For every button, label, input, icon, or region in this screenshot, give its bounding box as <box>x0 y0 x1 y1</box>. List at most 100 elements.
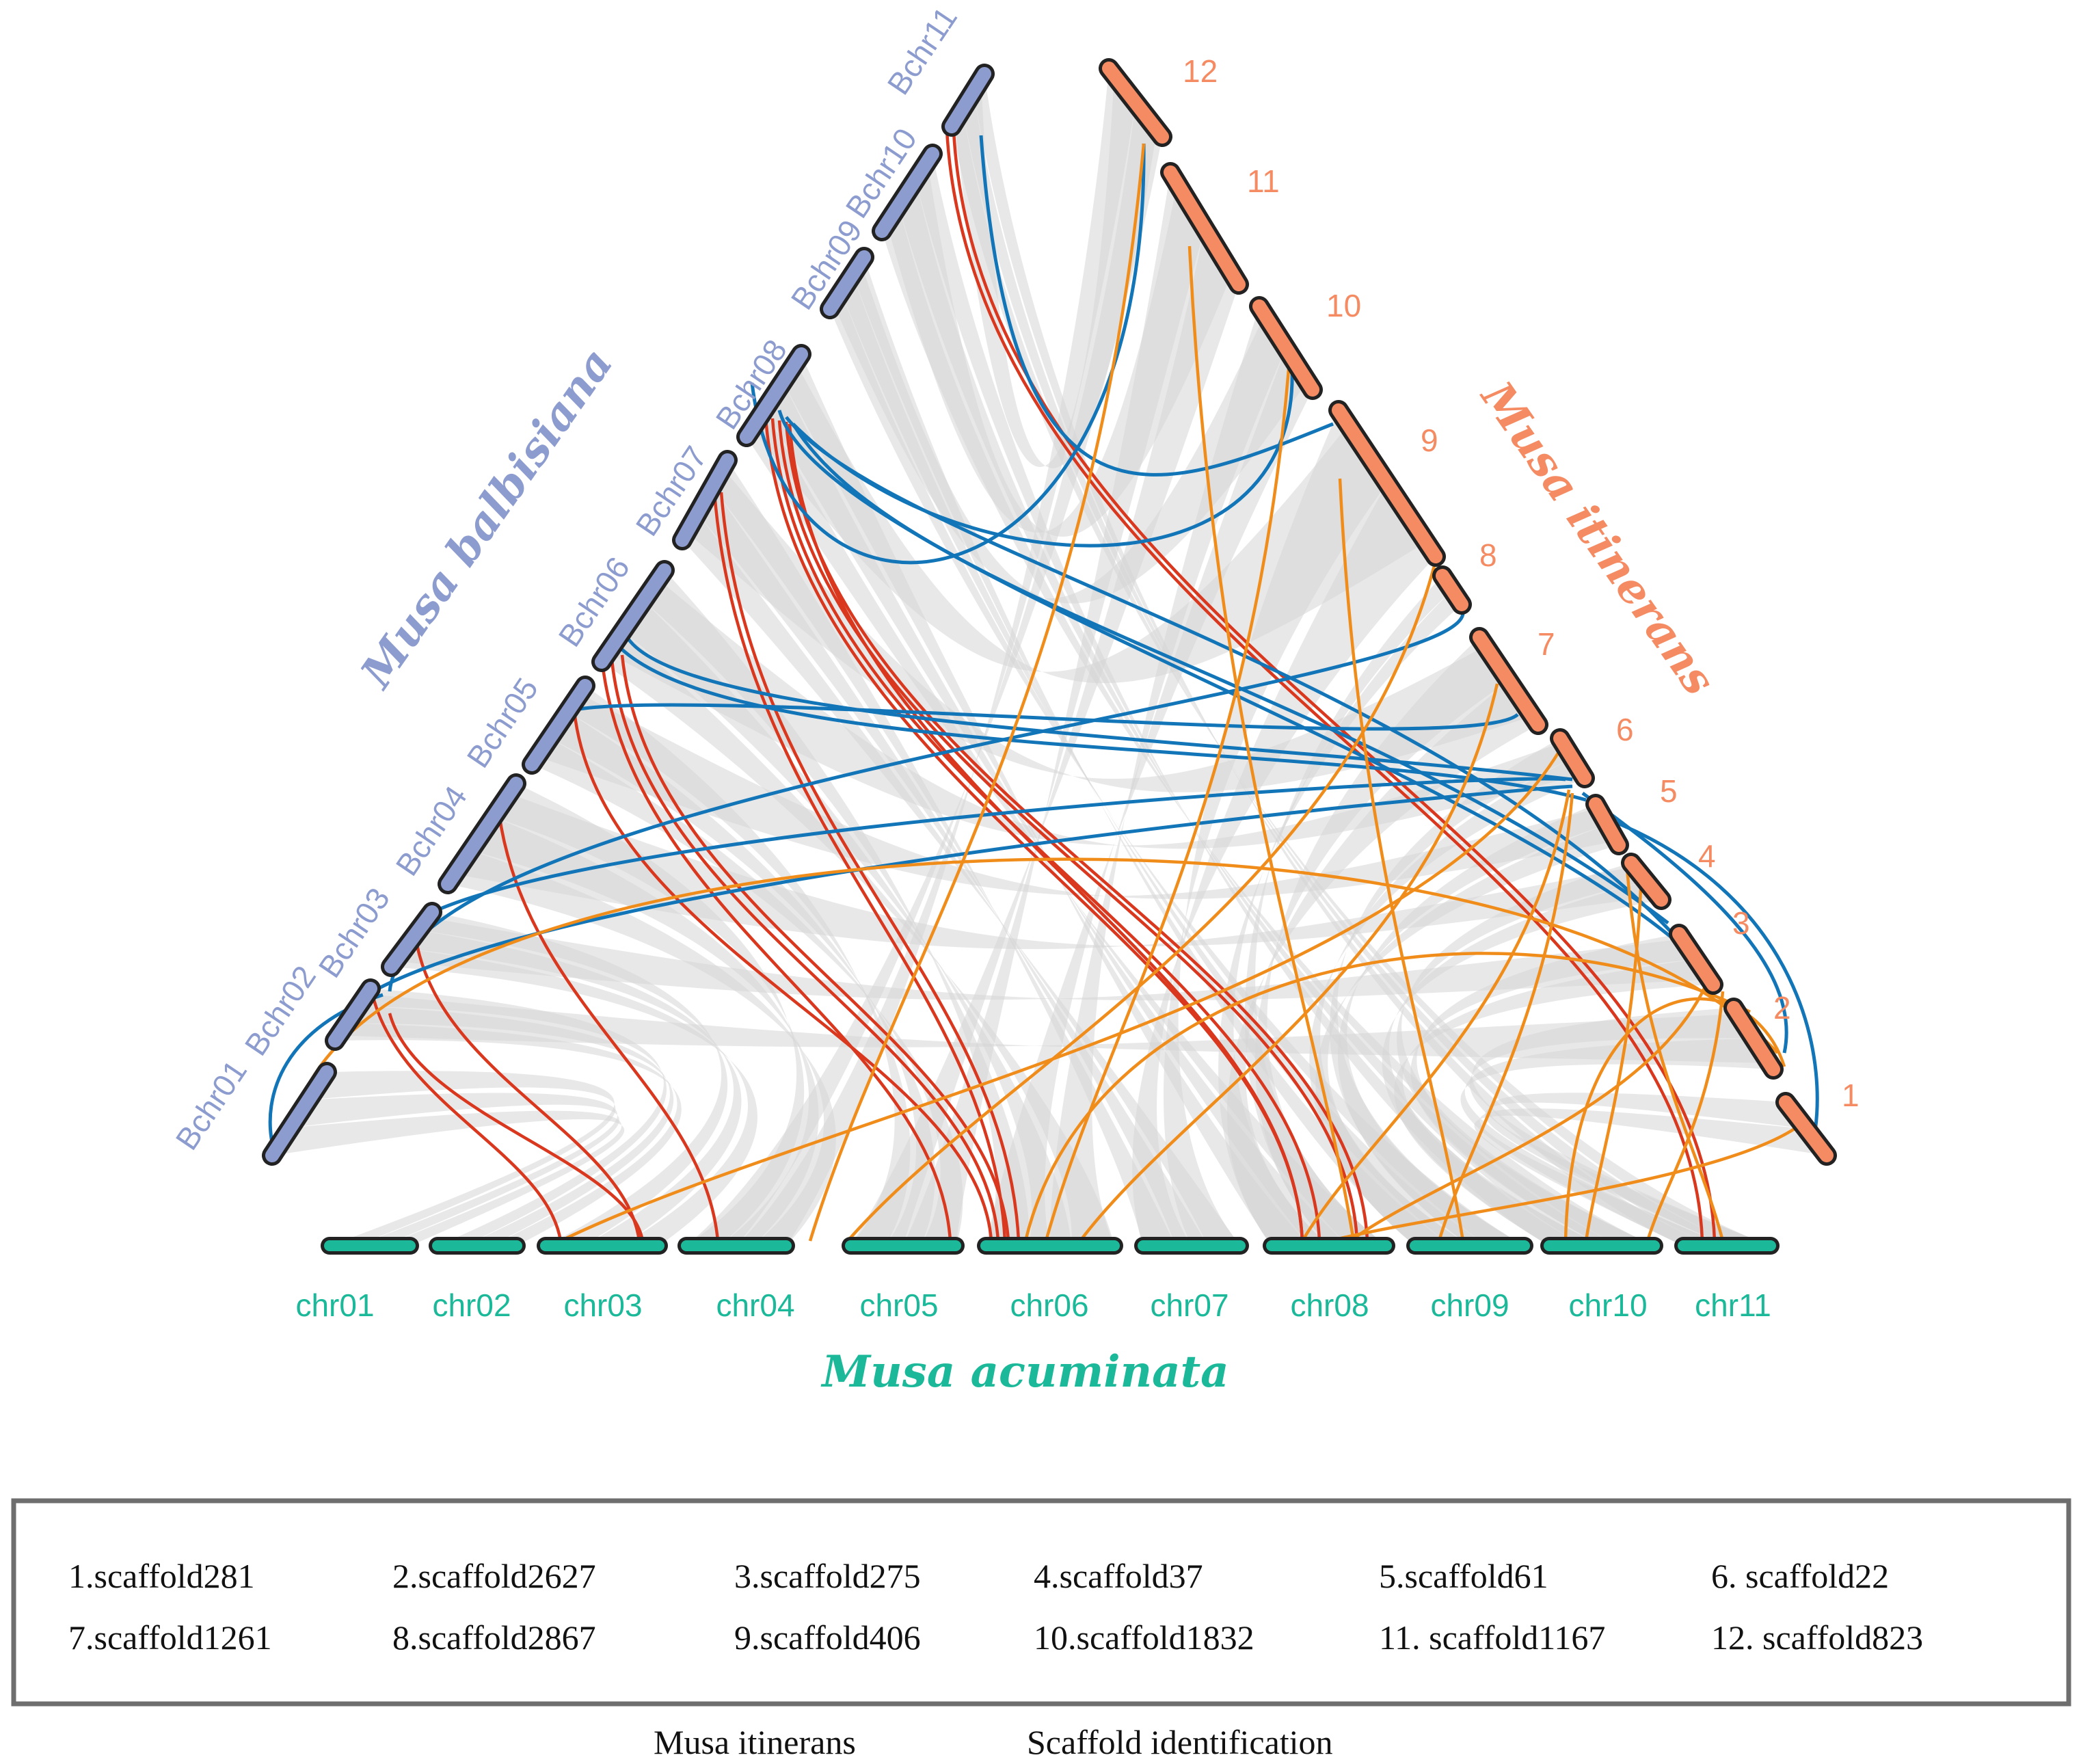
background-ribbon <box>833 262 1308 604</box>
scaffold-bar-11 <box>1164 165 1246 291</box>
background-ribbon <box>537 693 1617 899</box>
chromosome-bar-Bchr02 <box>328 982 377 1047</box>
synteny-link <box>388 1013 645 1242</box>
synteny-link <box>1301 789 1571 1242</box>
bottom-chromosome-label: chr03 <box>563 1287 642 1323</box>
right-scaffold-label: 9 <box>1421 423 1438 458</box>
legend-box <box>11 1498 2071 1707</box>
chromosome-bar-Bchr11 <box>945 67 991 133</box>
synteny-link <box>791 423 1669 924</box>
legend-caption-species: Musa itinerans <box>654 1723 856 1761</box>
bottom-chromosome-label: chr09 <box>1430 1287 1509 1323</box>
synteny-link <box>979 135 1334 477</box>
synteny-link <box>388 611 1465 992</box>
synteny-link <box>1646 991 1725 1242</box>
synteny-link <box>415 944 641 1242</box>
synteny-link <box>1023 952 1751 1242</box>
chromosome-bar-Bchr08 <box>740 347 808 444</box>
synteny-link <box>1437 792 1574 1242</box>
scaffold-legend: 1.scaffold281 2.scaffold2627 3.scaffold275… <box>68 1557 1923 1657</box>
synteny-link <box>600 656 952 1242</box>
background-synteny-links <box>272 68 1827 1246</box>
right-scaffold-label: 3 <box>1732 905 1750 941</box>
legend-item: 1.scaffold281 <box>68 1557 255 1595</box>
background-ribbon <box>395 918 1710 1001</box>
left-chromosome-label: Bchr11 <box>880 1 964 101</box>
synteny-link <box>785 416 1683 945</box>
chromosome-bars <box>262 58 1837 1255</box>
legend-item: 8.scaffold2867 <box>392 1618 596 1657</box>
synteny-link <box>750 143 1146 565</box>
background-ribbon <box>752 362 1426 684</box>
scaffold-bar-6 <box>1553 732 1592 785</box>
chromosome-bar-Bchr05 <box>525 679 592 771</box>
left-chromosome-label: Bchr01 <box>168 1054 254 1156</box>
scaffold-bar-9 <box>1332 403 1442 563</box>
scaffold-bar-2 <box>1727 1001 1780 1076</box>
right-scaffold-label: 2 <box>1773 990 1791 1026</box>
chromosome-bar-Bchr06 <box>595 563 671 669</box>
chromosome-bar-Bchr07 <box>675 453 734 547</box>
background-ribbon <box>986 348 1313 1246</box>
bottom-chromosome-label: chr01 <box>295 1287 374 1323</box>
synteny-link <box>354 784 1573 1004</box>
background-ribbon <box>1218 590 1462 1246</box>
scaffold-bar-7 <box>1473 630 1545 732</box>
bottom-chromosome-label: chr11 <box>1695 1287 1771 1323</box>
chromosome-bar-Bchr01 <box>265 1065 334 1162</box>
right-scaffold-label: 8 <box>1479 537 1497 573</box>
legend-item: 7.scaffold1261 <box>68 1618 272 1657</box>
legend-item: 11. scaffold1167 <box>1379 1618 1605 1657</box>
synteny-link <box>1581 791 1788 1054</box>
right-scaffold-label: 4 <box>1698 838 1716 874</box>
left-chromosome-label: Bchr02 <box>237 959 323 1062</box>
synteny-link <box>1625 868 1725 1242</box>
legend-item: 3.scaffold275 <box>734 1557 921 1595</box>
chromosome-bar-Bchr03 <box>384 905 439 974</box>
right-scaffold-label: 6 <box>1616 712 1634 747</box>
background-ribbon <box>1382 881 1661 1246</box>
synteny-link <box>1079 683 1499 1242</box>
background-ribbon <box>272 1110 625 1246</box>
background-ribbon <box>954 75 1157 468</box>
synteny-link <box>1563 997 1786 1242</box>
species-label-acuminata: Musa acuminata <box>820 1346 1229 1398</box>
right-scaffold-label: 10 <box>1326 288 1361 323</box>
synteny-link <box>1338 478 1465 1242</box>
bottom-chromosome-label: chr02 <box>432 1287 511 1323</box>
background-ribbon <box>1397 863 1654 1246</box>
legend-item: 9.scaffold406 <box>734 1618 921 1657</box>
legend-item: 10.scaffold1832 <box>1034 1618 1254 1657</box>
background-ribbon <box>1244 576 1452 1246</box>
synteny-link <box>497 813 720 1242</box>
background-ribbon <box>455 793 1659 950</box>
synteny-link <box>1592 812 1819 1149</box>
synteny-link <box>788 423 1304 1242</box>
synteny-link <box>1044 369 1291 1242</box>
legend-item: 5.scaffold61 <box>1379 1557 1548 1595</box>
synteny-link <box>292 857 1779 1129</box>
bottom-chromosome-label: chr07 <box>1150 1287 1229 1323</box>
synteny-link <box>846 560 1438 1242</box>
scaffold-bar-8 <box>1436 569 1468 611</box>
synteny-link <box>621 648 1587 802</box>
synteny-link <box>371 994 563 1242</box>
bottom-chromosome-label: chr05 <box>859 1287 938 1323</box>
synteny-link <box>560 751 1560 1243</box>
right-scaffold-label: 7 <box>1538 626 1555 662</box>
synteny-link <box>610 659 1000 1242</box>
legend-item: 2.scaffold2627 <box>392 1557 596 1595</box>
bottom-chromosome-label: chr04 <box>716 1287 794 1323</box>
highlighted-synteny-links <box>268 129 1819 1243</box>
synteny-link <box>777 420 1359 1242</box>
synteny-link <box>1329 1120 1806 1243</box>
bottom-chromosome-label: chr10 <box>1568 1287 1647 1323</box>
synteny-link <box>777 410 1710 972</box>
scaffold-bar-3 <box>1672 927 1720 991</box>
scaffold-bar-5 <box>1589 797 1626 852</box>
synteny-link <box>621 628 1573 781</box>
bottom-chromosome-label: chr08 <box>1290 1287 1369 1323</box>
synteny-link <box>1187 245 1356 1242</box>
synteny-link <box>567 703 1519 731</box>
